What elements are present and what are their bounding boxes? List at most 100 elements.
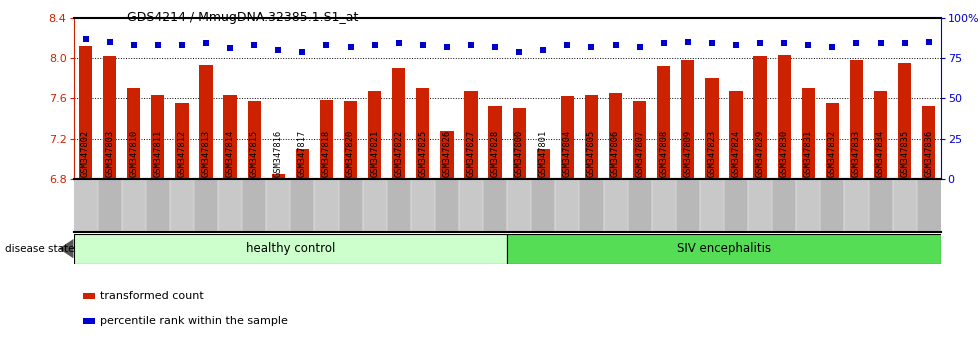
Point (656, 41, 671, 46)
Bar (531, 179, 556, 232)
Bar (561, 96, 574, 179)
Bar (363, 179, 387, 232)
Point (150, 42, 166, 48)
Point (415, 42, 430, 48)
Point (921, 39, 937, 45)
Point (512, 49, 527, 55)
Bar (368, 91, 381, 179)
Point (897, 41, 912, 46)
Point (487, 44, 503, 50)
Bar (658, 66, 670, 179)
Bar (459, 179, 483, 232)
Polygon shape (59, 239, 74, 258)
Bar (676, 179, 700, 232)
Point (776, 41, 792, 46)
Point (824, 44, 840, 50)
Bar (416, 88, 429, 179)
Bar (820, 179, 845, 232)
Point (873, 41, 889, 46)
Bar (537, 149, 550, 179)
Point (270, 47, 286, 53)
Bar (98, 179, 122, 232)
Bar (556, 179, 579, 232)
Bar (488, 106, 502, 179)
Point (560, 42, 575, 48)
Bar (296, 149, 309, 179)
Bar (74, 234, 508, 264)
Point (801, 42, 816, 48)
Bar (127, 88, 140, 179)
Bar (508, 179, 531, 232)
Point (849, 41, 864, 46)
Bar (344, 101, 357, 179)
Bar (74, 179, 98, 232)
Bar (435, 179, 459, 232)
Bar (79, 46, 92, 179)
Bar (874, 91, 887, 179)
Point (125, 42, 141, 48)
Bar (122, 179, 146, 232)
Bar (845, 179, 868, 232)
Point (246, 42, 262, 48)
Bar (146, 179, 170, 232)
Bar (627, 179, 652, 232)
Bar (585, 95, 598, 179)
Bar (729, 91, 743, 179)
Bar (290, 179, 315, 232)
Bar (242, 179, 267, 232)
Bar (609, 93, 622, 179)
Point (222, 45, 238, 51)
Bar (170, 179, 194, 232)
Text: percentile rank within the sample: percentile rank within the sample (100, 316, 288, 326)
Point (535, 47, 551, 53)
Point (584, 44, 600, 50)
Point (704, 41, 719, 46)
Bar (411, 179, 435, 232)
Bar (440, 131, 454, 179)
Point (367, 42, 382, 48)
Bar (483, 179, 508, 232)
Bar (796, 179, 820, 232)
Bar (579, 179, 604, 232)
Bar (826, 103, 839, 179)
Point (632, 44, 648, 50)
Bar (194, 179, 218, 232)
Bar (868, 179, 893, 232)
Bar (338, 179, 363, 232)
Bar (681, 60, 695, 179)
Point (198, 41, 214, 46)
Bar (700, 179, 724, 232)
Bar (898, 63, 911, 179)
Bar (248, 101, 261, 179)
Text: transformed count: transformed count (100, 291, 204, 301)
Point (102, 39, 118, 45)
Bar (392, 68, 406, 179)
Bar (267, 179, 290, 232)
Text: SIV encephalitis: SIV encephalitis (677, 242, 771, 255)
Bar (151, 95, 165, 179)
Bar (633, 101, 646, 179)
Bar (271, 174, 285, 179)
Point (318, 42, 334, 48)
Point (174, 42, 190, 48)
Point (391, 41, 407, 46)
Bar (513, 108, 526, 179)
Text: healthy control: healthy control (246, 242, 335, 255)
Bar (652, 179, 676, 232)
Bar (319, 100, 333, 179)
Bar (103, 56, 117, 179)
Point (343, 44, 359, 50)
Bar (772, 179, 796, 232)
Bar (706, 78, 718, 179)
Bar (754, 56, 766, 179)
Bar (604, 179, 627, 232)
Point (753, 41, 768, 46)
Bar (508, 234, 941, 264)
Bar (802, 88, 815, 179)
Bar (724, 179, 748, 232)
Bar (315, 179, 338, 232)
Text: GDS4214 / MmugDNA.32385.1.S1_at: GDS4214 / MmugDNA.32385.1.S1_at (127, 11, 359, 24)
Point (77, 36, 93, 41)
Bar (199, 65, 213, 179)
Bar (748, 179, 772, 232)
